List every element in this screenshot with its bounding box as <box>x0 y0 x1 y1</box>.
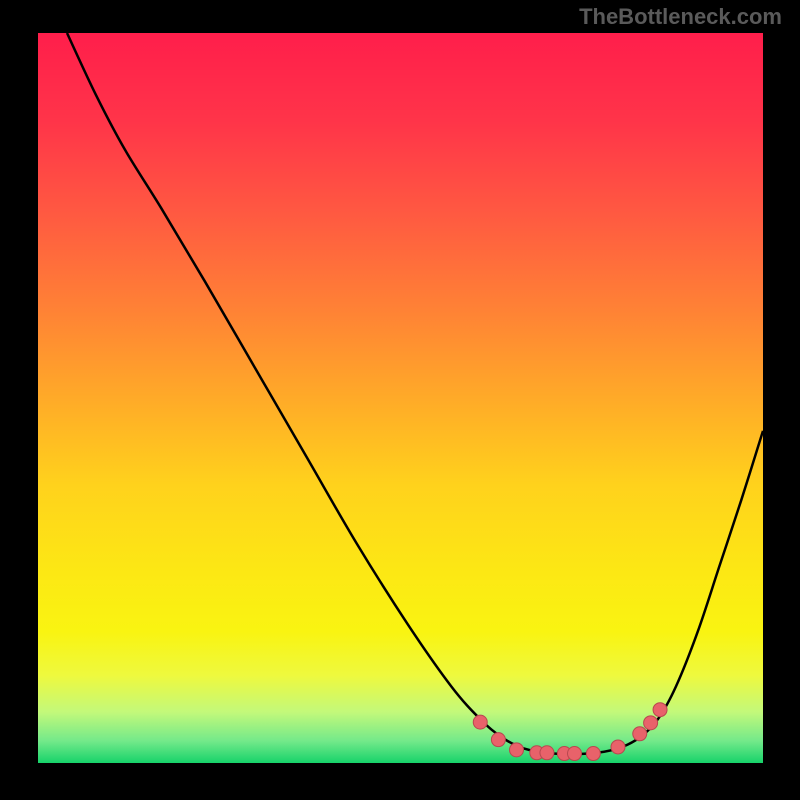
attribution-text: TheBottleneck.com <box>579 4 782 30</box>
marker-dot <box>510 743 524 757</box>
marker-dot <box>473 715 487 729</box>
chart-container: TheBottleneck.com <box>0 0 800 800</box>
plot-background <box>38 33 763 763</box>
marker-dot <box>491 733 505 747</box>
marker-dot <box>633 727 647 741</box>
marker-dot <box>586 747 600 761</box>
marker-dot <box>644 716 658 730</box>
marker-dot <box>540 746 554 760</box>
marker-dot <box>611 740 625 754</box>
marker-dot <box>653 703 667 717</box>
marker-dot <box>568 747 582 761</box>
bottleneck-chart <box>0 0 800 800</box>
